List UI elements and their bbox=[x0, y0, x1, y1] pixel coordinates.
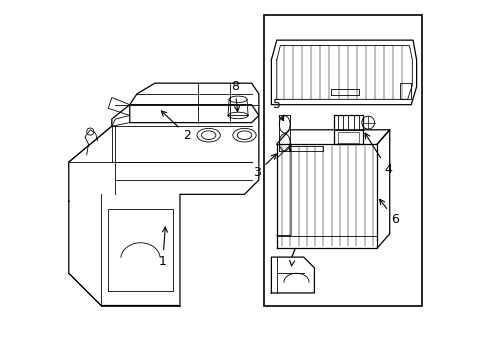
Text: 6: 6 bbox=[379, 199, 398, 226]
Text: 1: 1 bbox=[159, 227, 167, 268]
Text: 3: 3 bbox=[253, 154, 276, 179]
Text: 8: 8 bbox=[230, 80, 239, 112]
Text: 7: 7 bbox=[288, 247, 296, 266]
Text: 4: 4 bbox=[364, 133, 391, 176]
Bar bbox=[264, 15, 421, 306]
Text: 2: 2 bbox=[161, 111, 191, 142]
Text: 5: 5 bbox=[273, 98, 284, 121]
